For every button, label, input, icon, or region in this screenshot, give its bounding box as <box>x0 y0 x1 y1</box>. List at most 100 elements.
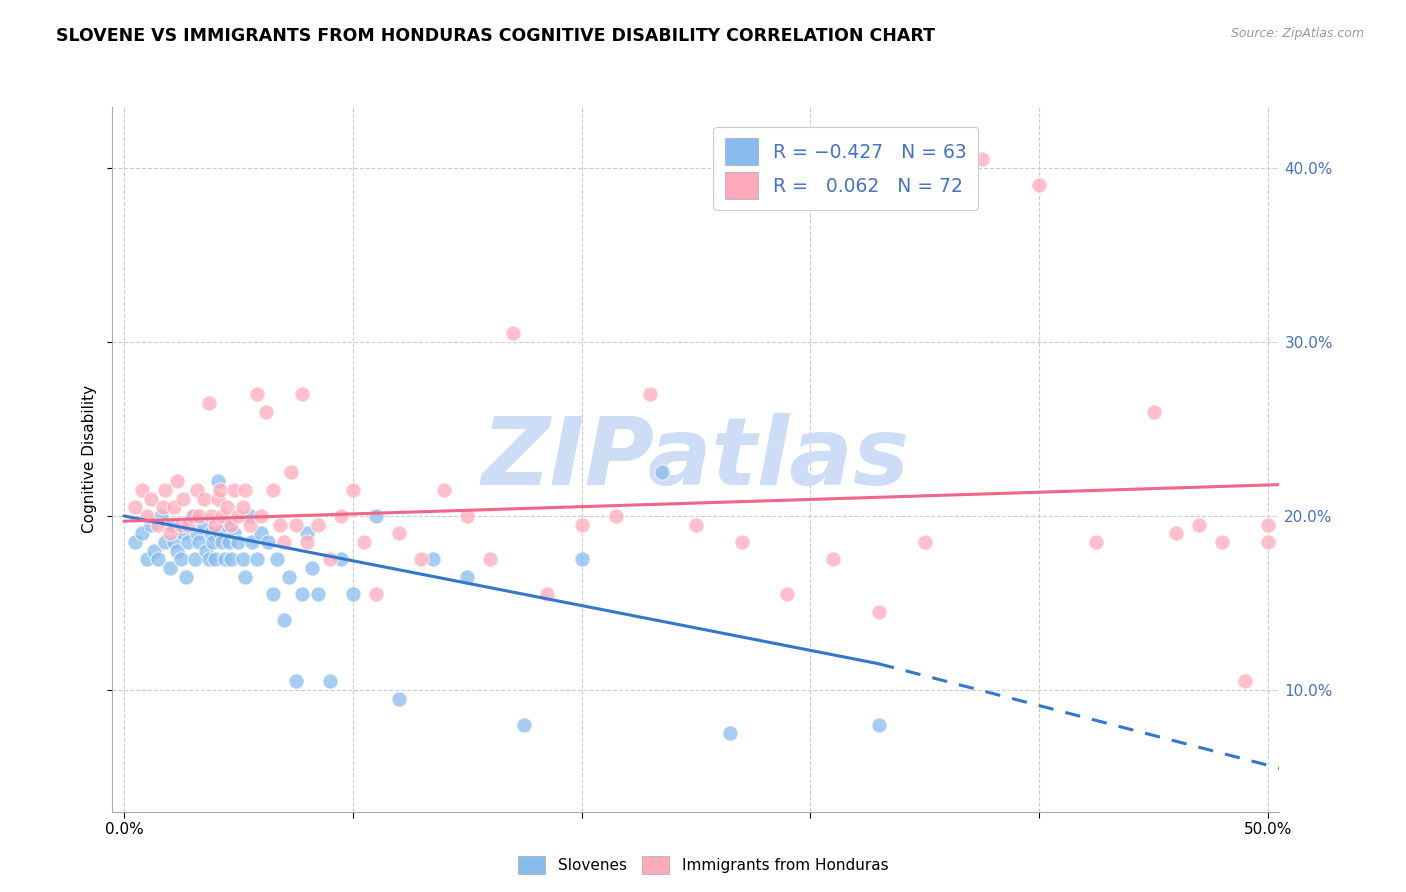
Point <box>513 717 536 731</box>
Point <box>228 535 250 549</box>
Point <box>214 552 236 566</box>
Point <box>291 587 314 601</box>
Point <box>124 500 146 515</box>
Point <box>776 587 799 601</box>
Point <box>148 552 170 566</box>
Point <box>342 587 364 601</box>
Point <box>1142 404 1164 418</box>
Point <box>163 500 186 515</box>
Point <box>218 535 240 549</box>
Point <box>124 535 146 549</box>
Point <box>197 552 219 566</box>
Point <box>239 508 262 523</box>
Point <box>239 517 262 532</box>
Point <box>135 552 157 566</box>
Point <box>188 508 211 523</box>
Point <box>204 517 226 532</box>
Point <box>211 535 233 549</box>
Point <box>188 535 211 549</box>
Point <box>233 570 256 584</box>
Point <box>215 517 238 532</box>
Point <box>142 543 165 558</box>
Point <box>166 474 188 488</box>
Point <box>269 517 291 532</box>
Point <box>207 474 229 488</box>
Point <box>232 552 254 566</box>
Point <box>731 535 754 549</box>
Legend: Slovenes, Immigrants from Honduras: Slovenes, Immigrants from Honduras <box>512 850 894 880</box>
Point <box>153 483 176 497</box>
Point <box>135 508 157 523</box>
Point <box>152 500 174 515</box>
Point <box>262 483 284 497</box>
Point <box>200 526 222 541</box>
Point <box>277 570 299 584</box>
Point <box>1028 178 1050 193</box>
Point <box>207 491 229 506</box>
Point <box>257 535 280 549</box>
Point <box>685 517 707 532</box>
Point <box>364 508 387 523</box>
Point <box>307 517 329 532</box>
Point <box>319 552 342 566</box>
Point <box>456 508 478 523</box>
Point <box>422 552 444 566</box>
Point <box>181 508 204 523</box>
Point <box>159 561 181 575</box>
Point <box>456 570 478 584</box>
Point <box>433 483 456 497</box>
Point <box>177 517 200 532</box>
Point <box>148 517 170 532</box>
Point <box>330 552 353 566</box>
Point <box>605 508 627 523</box>
Point <box>1257 517 1279 532</box>
Point <box>208 483 231 497</box>
Point <box>364 587 387 601</box>
Point <box>172 491 194 506</box>
Point <box>141 517 163 532</box>
Point <box>174 570 197 584</box>
Point <box>193 491 215 506</box>
Point <box>202 535 225 549</box>
Point <box>254 404 277 418</box>
Point <box>141 491 163 506</box>
Point <box>222 483 245 497</box>
Text: Source: ZipAtlas.com: Source: ZipAtlas.com <box>1230 27 1364 40</box>
Y-axis label: Cognitive Disability: Cognitive Disability <box>82 385 97 533</box>
Point <box>1211 535 1233 549</box>
Point <box>284 517 307 532</box>
Point <box>970 153 993 167</box>
Point <box>1188 517 1211 532</box>
Point <box>250 508 273 523</box>
Point <box>131 483 153 497</box>
Point <box>342 483 364 497</box>
Point <box>280 466 302 480</box>
Point <box>233 483 256 497</box>
Point <box>571 552 593 566</box>
Point <box>172 526 194 541</box>
Point <box>387 526 409 541</box>
Point <box>215 500 238 515</box>
Point <box>170 517 193 532</box>
Point <box>479 552 502 566</box>
Point <box>193 517 215 532</box>
Point <box>160 517 183 532</box>
Point <box>186 483 208 497</box>
Point <box>638 387 661 401</box>
Point <box>232 500 254 515</box>
Point <box>1234 674 1257 689</box>
Point <box>651 466 673 480</box>
Point <box>221 517 243 532</box>
Point <box>153 535 176 549</box>
Point <box>868 717 890 731</box>
Point <box>184 552 207 566</box>
Point <box>411 552 433 566</box>
Point <box>250 526 273 541</box>
Point <box>204 552 226 566</box>
Point <box>291 387 314 401</box>
Point <box>387 691 409 706</box>
Point <box>200 508 222 523</box>
Text: ZIPatlas: ZIPatlas <box>482 413 910 506</box>
Legend: R = −0.427   N = 63, R =   0.062   N = 72: R = −0.427 N = 63, R = 0.062 N = 72 <box>713 127 979 210</box>
Point <box>149 508 172 523</box>
